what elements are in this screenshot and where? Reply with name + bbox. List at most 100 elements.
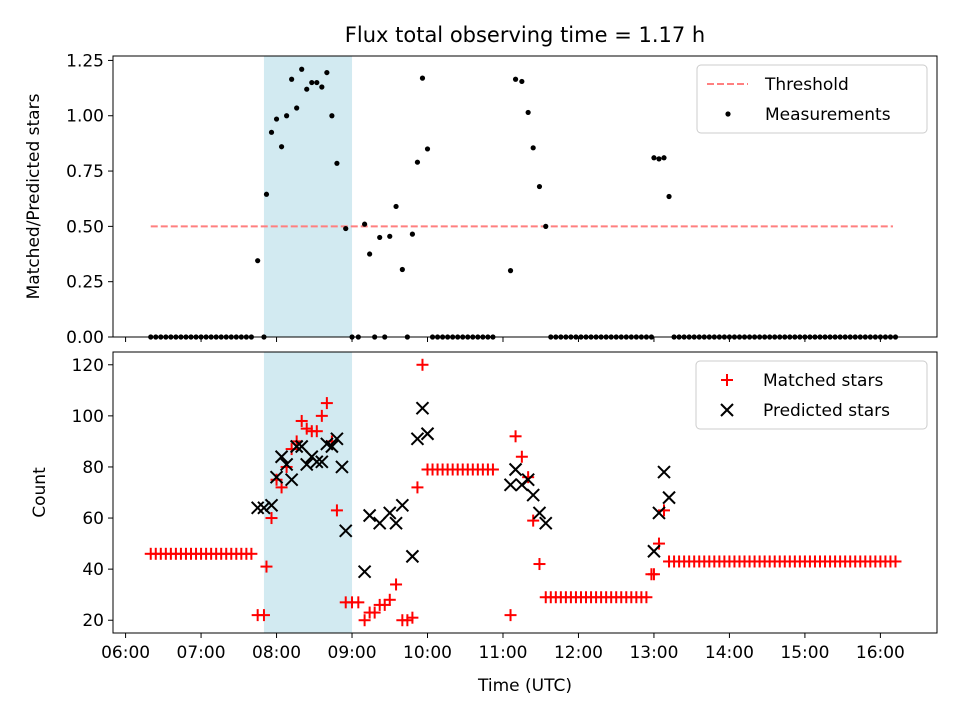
matched-stars-point xyxy=(270,473,283,486)
measurements-point xyxy=(334,160,340,166)
x-tick-label: 07:00 xyxy=(177,643,226,663)
predicted-stars-point xyxy=(420,427,435,441)
predicted-stars-point xyxy=(362,508,377,523)
top-y-tick-label: 0.00 xyxy=(66,328,104,348)
matched-stars-point xyxy=(265,512,278,525)
top-y-tick-label: 1.00 xyxy=(66,107,104,127)
legend-predicted-label: Predicted stars xyxy=(763,401,890,421)
measurements-point xyxy=(314,79,320,86)
matched-stars-point xyxy=(390,578,403,591)
matched-stars-point xyxy=(509,430,522,443)
matched-stars-point xyxy=(416,358,429,371)
x-tick-label: 14:00 xyxy=(705,643,754,663)
measurements-point xyxy=(530,145,536,151)
x-tick-label: 16:00 xyxy=(856,643,905,663)
top-axes-frame xyxy=(112,55,938,338)
predicted-stars-point xyxy=(315,455,329,469)
legend-matched-label: Matched stars xyxy=(763,371,883,391)
measurements-point xyxy=(273,116,280,122)
matched-stars-point xyxy=(352,596,365,609)
bottom-x-ticks: 06:00 07:00 08:00 09:00 10:00 11:00 12:00 13:00… xyxy=(101,633,905,663)
predicted-stars-point xyxy=(532,506,547,520)
matched-stars-point xyxy=(640,591,653,604)
measurements-point xyxy=(512,76,519,82)
matched-stars-point xyxy=(320,397,333,410)
x-tick-label: 10:00 xyxy=(403,643,452,663)
measurements-point xyxy=(519,78,525,85)
measurements-point xyxy=(666,193,672,200)
measurements-point xyxy=(255,258,261,264)
predicted-stars-point xyxy=(508,462,523,477)
measurements-point xyxy=(424,146,431,152)
predicted-stars-point xyxy=(410,432,425,446)
top-legend-box xyxy=(696,64,928,134)
x-tick-label: 06:00 xyxy=(101,643,150,663)
measurements-point xyxy=(324,69,330,76)
matched-stars-point xyxy=(378,598,391,611)
measurements-point xyxy=(651,155,657,161)
top-y-tick-label: 0.25 xyxy=(66,273,104,293)
predicted-stars-point xyxy=(325,439,339,454)
matched-stars-point xyxy=(527,514,540,527)
top-panel: 0.00 0.25 0.50 0.75 1.00 1.25 Matched/Predict… xyxy=(24,51,938,348)
predicted-stars-point xyxy=(657,465,671,479)
matched-stars-point xyxy=(533,558,546,571)
predicted-stars-point xyxy=(503,478,518,492)
measurements-point xyxy=(289,76,295,82)
x-tick-label: 08:00 xyxy=(252,643,301,663)
bottom-axes-frame xyxy=(112,351,938,634)
measurements-point xyxy=(362,221,368,227)
measurements-point xyxy=(419,75,426,81)
measurements-point xyxy=(304,86,310,92)
bottom-legend: Matched stars Predicted stars xyxy=(695,360,928,430)
matched-stars-point xyxy=(411,481,424,494)
measurements-point xyxy=(299,66,305,72)
matched-stars-point xyxy=(658,504,671,517)
matched-stars-point xyxy=(330,504,343,517)
matched-stars-point xyxy=(358,614,371,627)
measurements-point xyxy=(543,223,549,229)
bottom-marks xyxy=(144,358,902,627)
measurements-point xyxy=(399,266,405,273)
measurements-point xyxy=(409,231,416,237)
bottom-panel: 20 40 60 80 100 120 06:00 07:00 08:00 09:00 10:00… xyxy=(30,351,938,696)
legend-predicted-swatch xyxy=(720,403,734,417)
measurements-point xyxy=(661,155,667,161)
matched-stars-point xyxy=(285,443,298,456)
matched-stars-point xyxy=(260,560,273,573)
measurements-point xyxy=(329,113,335,119)
measurements-point xyxy=(343,225,349,232)
predicted-stars-point xyxy=(521,473,535,487)
measurements-point xyxy=(319,84,325,90)
matched-stars-point xyxy=(406,611,419,624)
top-y-tick-label: 0.50 xyxy=(66,217,104,237)
predicted-stars-point xyxy=(526,488,540,502)
top-highlight-span xyxy=(263,56,353,337)
top-y-tick-label: 0.75 xyxy=(66,162,104,182)
predicted-stars-point xyxy=(284,473,299,487)
measurements-point xyxy=(525,109,531,116)
predicted-stars-point xyxy=(395,498,410,512)
predicted-stars-point xyxy=(383,506,397,520)
predicted-stars-point xyxy=(294,439,309,454)
measurements-point xyxy=(507,268,514,274)
bottom-y-tick-label: 120 xyxy=(72,356,104,376)
legend-measurements-swatch xyxy=(725,111,731,117)
matched-stars-point xyxy=(522,471,535,484)
predicted-stars-point xyxy=(335,460,349,474)
bottom-y-axis-label: Count xyxy=(30,467,50,518)
predicted-stars-point xyxy=(647,544,661,558)
top-x-ticks xyxy=(125,337,881,342)
measurements-point xyxy=(393,203,399,210)
x-tick-label: 11:00 xyxy=(478,643,527,663)
matched-stars-point xyxy=(889,555,902,568)
measurements-point xyxy=(367,251,373,257)
legend-threshold-label: Threshold xyxy=(764,75,849,95)
measurements-point xyxy=(656,156,662,162)
bottom-y-ticks: 20 40 60 80 100 120 xyxy=(72,356,113,631)
matched-stars-point xyxy=(647,568,660,581)
predicted-stars-point xyxy=(250,501,265,515)
predicted-stars-point xyxy=(330,432,344,446)
matched-stars-point xyxy=(401,614,414,627)
predicted-stars-point xyxy=(662,490,676,505)
